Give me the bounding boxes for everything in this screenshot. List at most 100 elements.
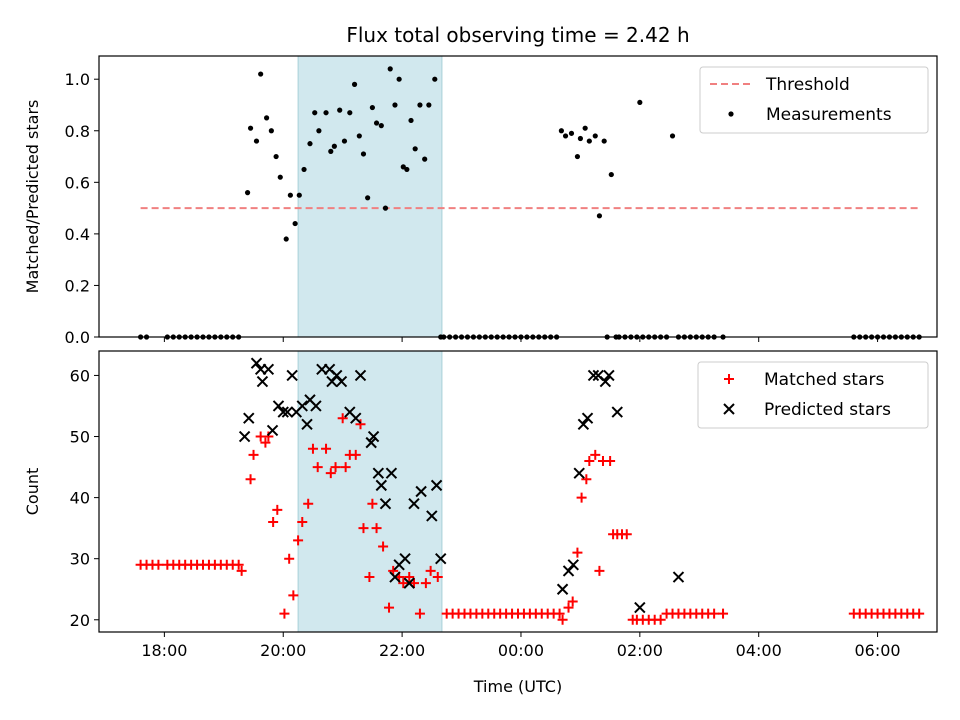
data-point [404, 166, 410, 173]
data-point [303, 498, 314, 509]
x-axis-label: Time (UTC) [473, 677, 562, 696]
y-tick-label: 1.0 [65, 70, 90, 89]
data-point [288, 590, 299, 601]
data-point [582, 125, 588, 131]
data-point [378, 123, 384, 129]
data-point [557, 614, 568, 625]
data-point [672, 571, 685, 583]
data-point [153, 559, 164, 570]
data-point [378, 541, 389, 552]
legend-swatch [724, 374, 734, 384]
data-point [385, 467, 398, 479]
data-point [567, 559, 579, 571]
data-point [371, 523, 382, 534]
data-point [587, 369, 600, 382]
data-point [301, 166, 307, 173]
data-point [603, 369, 615, 382]
data-point [611, 406, 623, 418]
legend: Threshold Measurements [699, 66, 929, 134]
data-point [430, 479, 443, 492]
data-point [414, 608, 425, 619]
data-point [408, 578, 419, 589]
data-point [268, 128, 274, 134]
data-point [258, 71, 264, 77]
data-point [268, 517, 279, 528]
data-point [307, 443, 318, 454]
data-point [350, 412, 362, 424]
data-point [337, 107, 343, 113]
bottom-panel: 20 30 40 50 60 18:00 20:00 22:00 00:00 02:00 04:00… [23, 350, 938, 696]
data-point [399, 552, 411, 565]
data-point [279, 608, 290, 619]
data-point [637, 99, 643, 106]
data-point [245, 474, 256, 485]
data-point [584, 455, 595, 466]
data-point [273, 153, 279, 160]
data-point [233, 559, 244, 570]
data-point [243, 412, 255, 424]
data-point [621, 529, 632, 540]
data-point [379, 498, 392, 510]
data-point [272, 504, 283, 515]
data-point [360, 151, 367, 157]
data-point [293, 535, 304, 546]
data-point [350, 449, 361, 460]
top-panel: 0.0 0.2 0.4 0.6 0.8 1.0 Matched/Predicted star… [23, 55, 938, 347]
data-point [373, 120, 380, 126]
data-point [244, 190, 251, 196]
data-point [312, 110, 318, 116]
data-point [262, 363, 275, 376]
data-point [404, 572, 415, 583]
data-point [403, 577, 415, 589]
y-axis-label: Matched/Predicted stars [23, 100, 42, 294]
data-point [634, 601, 646, 614]
data-point [351, 81, 358, 87]
data-point [277, 406, 289, 418]
y-tick-label: 40 [70, 489, 90, 508]
data-point [292, 220, 298, 227]
data-point [420, 578, 431, 589]
data-point [599, 375, 612, 388]
data-point [260, 437, 271, 448]
data-point [601, 138, 607, 144]
data-point [367, 430, 380, 443]
data-point [316, 128, 322, 134]
data-point [556, 583, 569, 595]
highlight-span [298, 351, 442, 632]
data-point [301, 418, 313, 431]
data-point [325, 468, 336, 479]
legend-label: Threshold [765, 75, 850, 95]
x-tick-label: 20:00 [260, 641, 306, 660]
data-point [340, 462, 351, 473]
data-point [341, 138, 348, 144]
data-point [709, 608, 720, 619]
data-point [563, 602, 574, 613]
data-point [400, 164, 406, 170]
data-point [432, 572, 443, 583]
data-point [914, 608, 925, 619]
data-point [577, 418, 590, 431]
data-point [577, 135, 584, 142]
series-matched-stars [135, 413, 925, 625]
data-point [581, 474, 592, 485]
data-point [581, 412, 594, 424]
data-point [284, 553, 295, 564]
data-point [281, 406, 294, 418]
x-tick-label: 02:00 [617, 641, 663, 660]
data-point [576, 492, 587, 503]
data-point [718, 608, 729, 619]
data-point [247, 125, 254, 131]
data-point [256, 375, 269, 388]
data-point [375, 479, 388, 492]
data-point [398, 578, 409, 589]
data-point [605, 455, 616, 466]
data-point [574, 153, 581, 160]
legend-swatch [728, 111, 734, 117]
chart-title: Flux total observing time = 2.42 h [346, 23, 689, 47]
data-point [323, 110, 329, 116]
data-point [408, 498, 420, 510]
data-point [266, 424, 279, 437]
data-point [435, 552, 447, 565]
data-point [253, 138, 260, 144]
data-point [248, 449, 259, 460]
